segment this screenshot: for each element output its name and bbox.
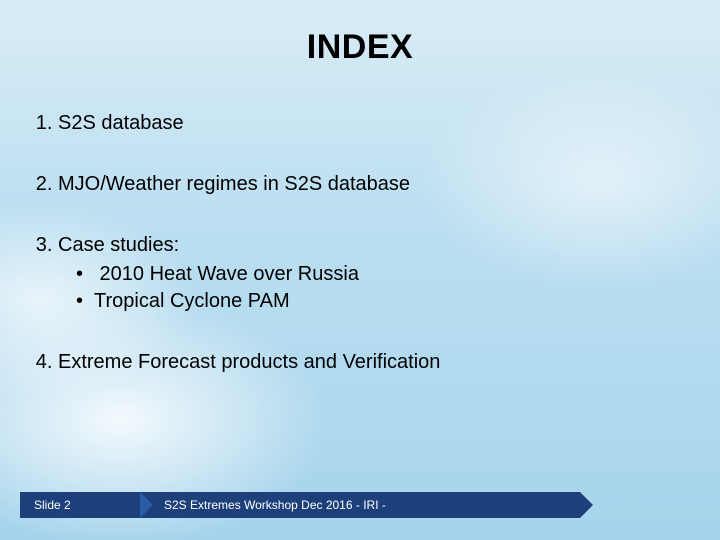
footer-bar: Slide 2 S2S Extremes Workshop Dec 2016 -…: [0, 492, 720, 518]
index-item-3-label: Case studies:: [58, 234, 179, 256]
index-item-3a: 2010 Heat Wave over Russia: [76, 261, 680, 288]
slide-title: INDEX: [0, 28, 720, 67]
footer-event: S2S Extremes Workshop Dec 2016 - IRI -: [140, 492, 580, 518]
index-item-3b: Tropical Cyclone PAM: [76, 288, 680, 315]
index-item-3: Case studies: 2010 Heat Wave over Russia…: [58, 232, 680, 315]
index-content: S2S database MJO/Weather regimes in S2S …: [30, 110, 680, 410]
index-list: S2S database MJO/Weather regimes in S2S …: [30, 110, 680, 376]
slide-number: Slide 2: [20, 492, 140, 518]
index-item-2: MJO/Weather regimes in S2S database: [58, 171, 680, 198]
index-item-1: S2S database: [58, 110, 680, 137]
index-item-3-sublist: 2010 Heat Wave over Russia Tropical Cycl…: [58, 261, 680, 315]
slide: INDEX S2S database MJO/Weather regimes i…: [0, 0, 720, 540]
index-item-4: Extreme Forecast products and Verificati…: [58, 349, 680, 376]
